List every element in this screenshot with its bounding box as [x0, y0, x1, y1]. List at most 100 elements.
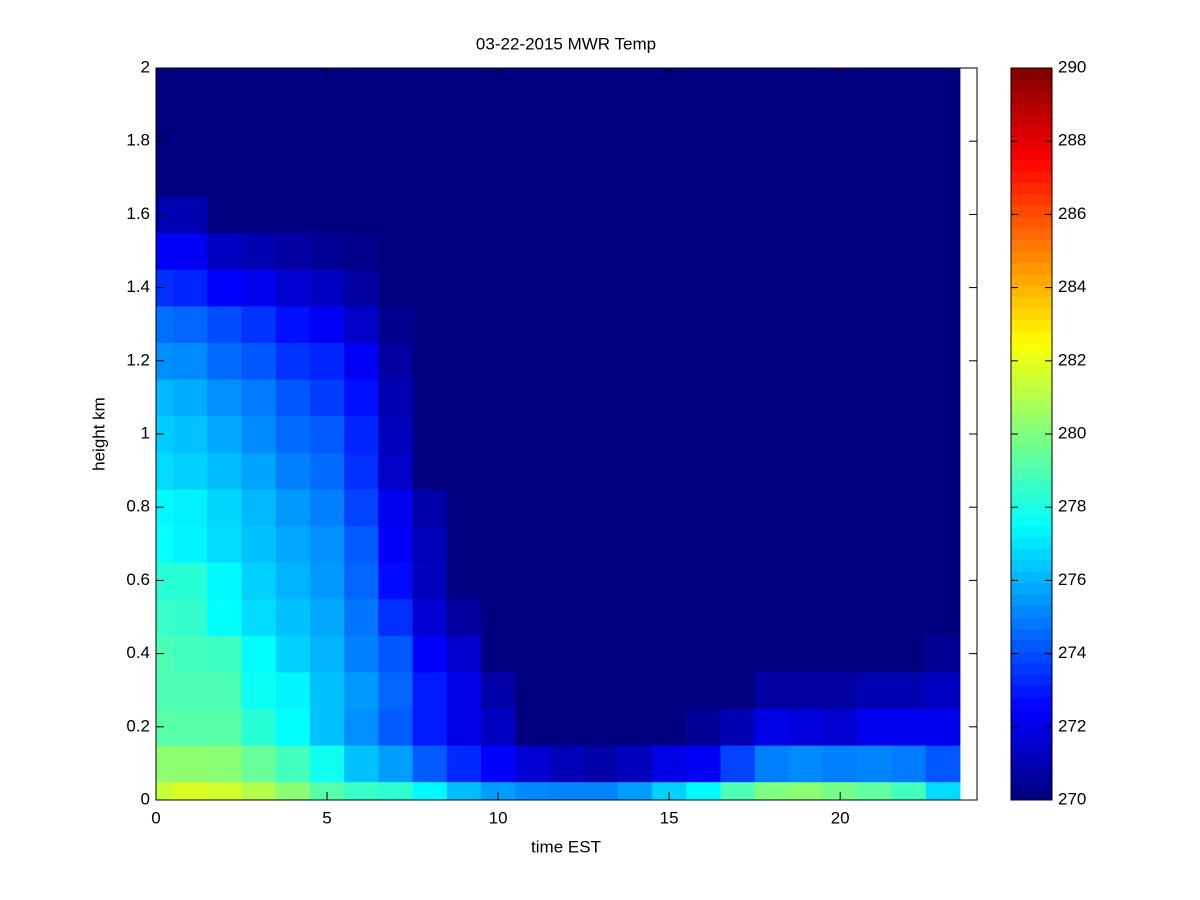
heatmap-cell: [241, 745, 277, 783]
heatmap-cell: [720, 635, 756, 673]
heatmap-cell: [156, 598, 174, 636]
heatmap-cell: [652, 488, 687, 526]
heatmap-cell: [480, 415, 516, 453]
heatmap-cell: [823, 488, 858, 526]
heatmap-cell: [925, 196, 961, 234]
heatmap-cell: [515, 708, 550, 746]
heatmap-cell: [891, 232, 927, 270]
heatmap-cell: [515, 379, 550, 417]
heatmap-cell: [617, 196, 653, 234]
heatmap-cell: [309, 305, 345, 343]
heatmap-cell: [823, 635, 858, 673]
heatmap-cell: [309, 488, 345, 526]
heatmap-cell: [925, 68, 961, 197]
heatmap-cell: [652, 781, 687, 801]
heatmap-cell: [686, 598, 721, 636]
heatmap-cell: [686, 415, 721, 453]
colorbar-tick-label: 280: [1058, 423, 1086, 442]
heatmap-cell: [344, 232, 379, 270]
heatmap-cell: [857, 708, 892, 746]
heatmap-cell: [720, 562, 756, 600]
heatmap-cell: [173, 671, 208, 709]
heatmap-cell: [241, 452, 277, 490]
heatmap-cell: [652, 305, 687, 343]
heatmap-cell: [925, 415, 961, 453]
heatmap-cell: [156, 708, 174, 746]
heatmap-cell: [480, 525, 516, 563]
colorbar-band: [1011, 285, 1052, 298]
colorbar-band: [1011, 388, 1052, 401]
heatmap-cell: [823, 232, 858, 270]
heatmap-cell: [652, 745, 687, 783]
heatmap-cell: [788, 598, 824, 636]
heatmap-cell: [754, 269, 790, 307]
heatmap-cell: [788, 635, 824, 673]
colorbar-band: [1011, 754, 1052, 767]
heatmap-cell: [515, 342, 550, 380]
heatmap-cell: [857, 415, 892, 453]
heatmap-cell: [686, 745, 721, 783]
heatmap-cell: [583, 671, 619, 709]
heatmap-cell: [412, 452, 448, 490]
heatmap-cell: [788, 269, 824, 307]
heatmap-cell: [207, 671, 243, 709]
heatmap-cell: [617, 379, 653, 417]
heatmap-cell: [241, 671, 277, 709]
heatmap-cell: [207, 415, 243, 453]
heatmap-cell: [583, 415, 619, 453]
heatmap-cell: [275, 68, 311, 197]
heatmap-cell: [173, 305, 208, 343]
heatmap-cell: [720, 745, 756, 783]
y-tick-label: 1.8: [126, 131, 150, 150]
heatmap-cell: [515, 269, 550, 307]
heatmap-cell: [754, 379, 790, 417]
colorbar-band: [1011, 445, 1052, 458]
heatmap-cell: [549, 379, 585, 417]
heatmap-cell: [515, 635, 550, 673]
heatmap-cell: [241, 562, 277, 600]
colorbar-band: [1011, 251, 1052, 263]
heatmap-cell: [173, 598, 208, 636]
heatmap-cell: [412, 671, 448, 709]
colorbar-band: [1011, 365, 1052, 378]
colorbar-band: [1011, 319, 1052, 332]
heatmap-cell: [686, 305, 721, 343]
heatmap-cell: [309, 525, 345, 563]
heatmap-cell: [156, 68, 174, 197]
heatmap-cell: [173, 269, 208, 307]
heatmap-cell: [446, 232, 482, 270]
heatmap-cell: [309, 671, 345, 709]
heatmap-cell: [686, 781, 721, 801]
heatmap-cell: [925, 342, 961, 380]
heatmap-cell: [788, 781, 824, 801]
heatmap-cell: [686, 342, 721, 380]
heatmap-cell: [720, 342, 756, 380]
heatmap-cell: [378, 562, 414, 600]
heatmap-cell: [173, 232, 208, 270]
heatmap-cell: [515, 745, 550, 783]
heatmap-cell: [207, 269, 243, 307]
heatmap-cell: [549, 68, 585, 197]
colorbar-band: [1011, 685, 1052, 698]
heatmap-cell: [309, 269, 345, 307]
heatmap-cell: [720, 305, 756, 343]
colorbar-band: [1011, 617, 1052, 629]
colorbar-band: [1011, 479, 1052, 492]
heatmap-cell: [480, 379, 516, 417]
heatmap-cell: [686, 562, 721, 600]
heatmap-cell: [720, 488, 756, 526]
colorbar-band: [1011, 605, 1052, 618]
heatmap-cell: [891, 452, 927, 490]
heatmap-cell: [156, 562, 174, 600]
heatmap-cell: [891, 68, 927, 197]
heatmap-cell: [207, 305, 243, 343]
y-tick-label: 2: [141, 57, 150, 76]
heatmap-cell: [412, 269, 448, 307]
heatmap-cell: [686, 232, 721, 270]
heatmap-cell: [446, 269, 482, 307]
heatmap-cell: [617, 488, 653, 526]
colorbar-band: [1011, 742, 1052, 755]
heatmap-cell: [857, 269, 892, 307]
heatmap-cell: [309, 232, 345, 270]
heatmap-cell: [788, 196, 824, 234]
